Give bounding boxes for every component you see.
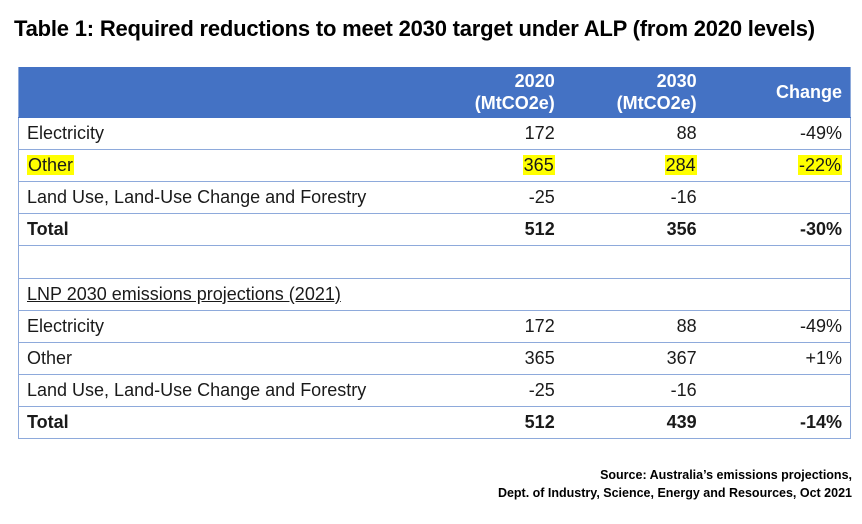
row-label: Electricity bbox=[18, 310, 406, 343]
total-2020: 512 bbox=[405, 213, 563, 246]
header-2020: 2020 (MtCO2e) bbox=[405, 67, 563, 118]
row-2030: -16 bbox=[562, 181, 705, 214]
row-change: +1% bbox=[704, 342, 851, 375]
header-2020-unit: (MtCO2e) bbox=[474, 93, 555, 113]
total-2030: 356 bbox=[562, 213, 705, 246]
header-blank bbox=[18, 67, 406, 118]
table-title: Table 1: Required reductions to meet 203… bbox=[14, 16, 815, 41]
row-label: Land Use, Land-Use Change and Forestry bbox=[18, 374, 406, 407]
spacer-row bbox=[18, 245, 851, 279]
highlighted-label: Other bbox=[27, 155, 75, 175]
total-label: Total bbox=[18, 406, 406, 439]
total-row: Total 512 439 -14% bbox=[18, 406, 851, 439]
row-change-cell: -22% bbox=[704, 149, 851, 182]
row-label: Land Use, Land-Use Change and Forestry bbox=[18, 181, 406, 214]
row-2030-cell: 284 bbox=[562, 149, 705, 182]
header-2030-unit: (MtCO2e) bbox=[616, 93, 697, 113]
header-2030: 2030 (MtCO2e) bbox=[562, 67, 705, 118]
row-2030: 367 bbox=[562, 342, 705, 375]
total-change: -30% bbox=[704, 213, 851, 246]
row-2020: -25 bbox=[405, 374, 563, 407]
table-row: Land Use, Land-Use Change and Forestry -… bbox=[18, 374, 851, 407]
source-line-2: Dept. of Industry, Science, Energy and R… bbox=[497, 486, 852, 500]
empty-cell bbox=[405, 278, 563, 311]
total-row: Total 512 356 -30% bbox=[18, 213, 851, 246]
table-row: Electricity 172 88 -49% bbox=[18, 310, 851, 343]
highlighted-change: -22% bbox=[797, 155, 842, 175]
total-change: -14% bbox=[704, 406, 851, 439]
section-title-row: LNP 2030 emissions projections (2021) bbox=[18, 278, 851, 311]
header-2020-year: 2020 bbox=[514, 71, 555, 91]
row-change bbox=[704, 181, 851, 214]
total-2020: 512 bbox=[405, 406, 563, 439]
highlighted-2030: 284 bbox=[664, 155, 697, 175]
row-2020: -25 bbox=[405, 181, 563, 214]
row-change bbox=[704, 374, 851, 407]
table-row: Electricity 172 88 -49% bbox=[18, 117, 851, 150]
emissions-table: 2020 (MtCO2e) 2030 (MtCO2e) Change Elect… bbox=[18, 67, 851, 439]
row-label: Electricity bbox=[18, 117, 406, 150]
section-title-cell: LNP 2030 emissions projections (2021) bbox=[18, 278, 406, 311]
row-2020: 172 bbox=[405, 117, 563, 150]
row-2020-cell: 365 bbox=[405, 149, 563, 182]
empty-cell bbox=[704, 278, 851, 311]
row-label: Other bbox=[18, 342, 406, 375]
row-change: -49% bbox=[704, 117, 851, 150]
lnp-section-title: LNP 2030 emissions projections (2021) bbox=[27, 284, 341, 304]
source-line-1: Source: Australia’s emissions projection… bbox=[600, 468, 852, 482]
row-2020: 172 bbox=[405, 310, 563, 343]
row-2030: 88 bbox=[562, 310, 705, 343]
table-row: Land Use, Land-Use Change and Forestry -… bbox=[18, 181, 851, 214]
table-row: Other 365 367 +1% bbox=[18, 342, 851, 375]
row-change: -49% bbox=[704, 310, 851, 343]
highlighted-2020: 365 bbox=[522, 155, 555, 175]
source-note: Source: Australia’s emissions projection… bbox=[498, 466, 852, 502]
header-row: 2020 (MtCO2e) 2030 (MtCO2e) Change bbox=[18, 67, 851, 118]
row-2030: -16 bbox=[562, 374, 705, 407]
header-change: Change bbox=[704, 67, 851, 118]
row-2030: 88 bbox=[562, 117, 705, 150]
header-2030-year: 2030 bbox=[656, 71, 697, 91]
row-2020: 365 bbox=[405, 342, 563, 375]
table-row: Other 365 284 -22% bbox=[18, 149, 851, 182]
row-label-cell: Other bbox=[18, 149, 406, 182]
total-2030: 439 bbox=[562, 406, 705, 439]
total-label: Total bbox=[18, 213, 406, 246]
empty-cell bbox=[562, 278, 705, 311]
spacer-cell bbox=[18, 245, 851, 279]
